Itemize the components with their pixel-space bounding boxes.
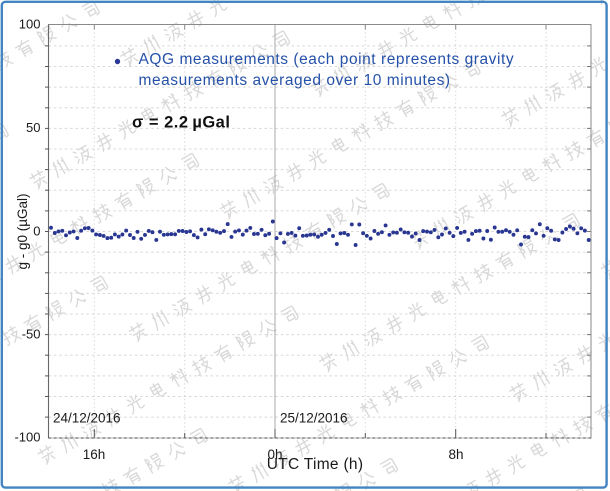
svg-text:50: 50	[26, 120, 40, 135]
svg-text:0h: 0h	[267, 447, 282, 462]
svg-text:16h: 16h	[83, 447, 106, 462]
svg-text:AQG measurements (each point r: AQG measurements (each point represents …	[139, 51, 515, 68]
svg-text:0: 0	[33, 224, 40, 239]
svg-text:25/12/2016: 25/12/2016	[280, 411, 348, 426]
svg-text:-100: -100	[14, 430, 40, 445]
svg-text:8h: 8h	[448, 447, 463, 462]
svg-text:24/12/2016: 24/12/2016	[53, 411, 121, 426]
svg-text:σ = 2.2 µGal: σ = 2.2 µGal	[132, 114, 230, 132]
svg-text:UTC Time (h): UTC Time (h)	[267, 456, 364, 473]
svg-text:100: 100	[19, 17, 41, 32]
svg-text:g - g0 (µGal): g - g0 (µGal)	[15, 193, 30, 269]
svg-text:-50: -50	[22, 327, 41, 342]
svg-text:measurements averaged over 10: measurements averaged over 10 minutes)	[139, 72, 451, 89]
